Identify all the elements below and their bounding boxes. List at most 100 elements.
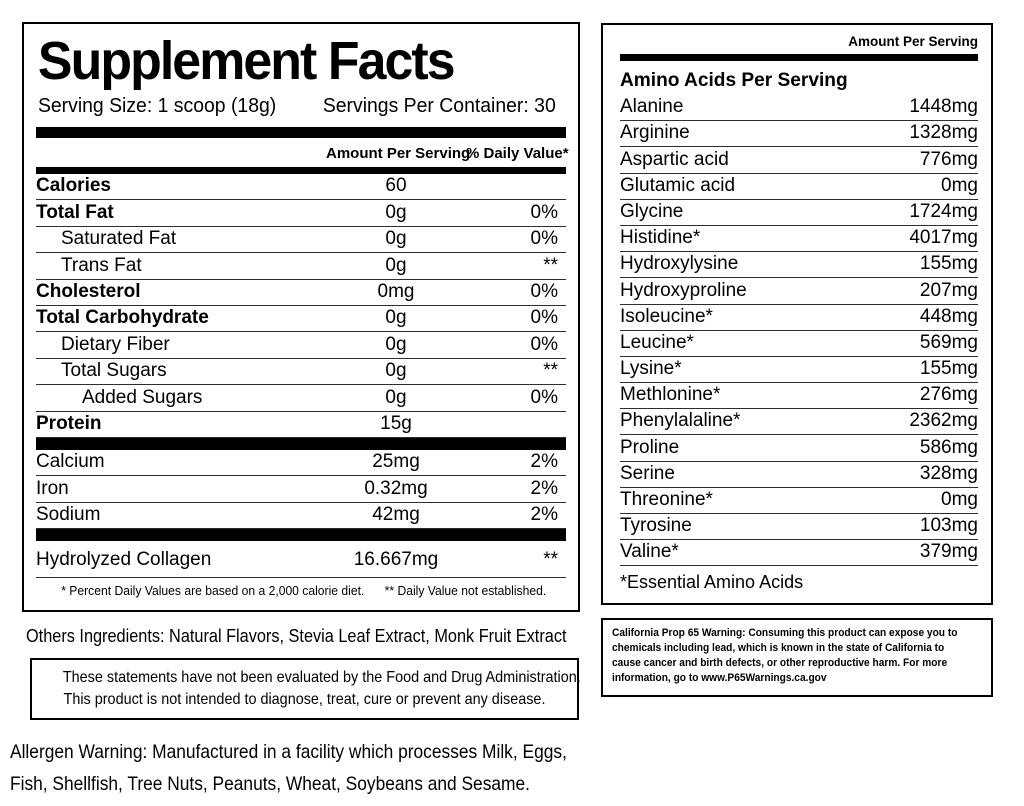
nutrient-name: Trans Fat [61,254,142,276]
nutrient-name: Saturated Fat [61,228,177,250]
table-row: Hydroxylysine 155mg [620,252,978,279]
collagen-row-group: Hydrolyzed Collagen 16.667mg ** [36,541,566,579]
amino-acid-amount: 1724mg [909,200,978,222]
table-row: Calcium 25mg 2% [36,450,566,477]
table-row: Sodium 42mg 2% [36,503,566,530]
amino-acid-name: Lysine* [620,358,682,380]
table-row: Aspartic acid 776mg [620,147,978,174]
nutrient-amount: 0g [385,228,407,250]
amino-acid-amount: 569mg [919,331,978,353]
fda-disclaimer-line2: This product is not intended to diagnose… [63,690,546,708]
amino-acid-name: Methlonine* [620,384,721,406]
table-row: Phenylalaline* 2362mg [620,409,978,436]
table-row: Alanine 1448mg [620,95,978,122]
nutrient-daily-value: 0% [530,333,558,355]
table-row: Trans Fat 0g ** [36,253,566,280]
amount-per-serving-header: Amount Per Serving [326,145,471,163]
prop65-warning-box: California Prop 65 Warning: Consuming th… [601,618,993,697]
left-column: Supplement Facts Serving Size: 1 scoop (… [10,22,581,800]
mineral-amount: 42mg [372,504,420,526]
table-row: Total Fat 0g 0% [36,200,566,227]
allergen-warning-line2: Fish, Shellfish, Tree Nuts, Peanuts, Whe… [10,772,530,795]
nutrient-amount: 60 [385,175,407,197]
nutrient-amount: 0g [385,386,407,408]
ingredient-name: Hydrolyzed Collagen [36,549,212,571]
other-ingredients-text: Others Ingredients: Natural Flavors, Ste… [26,626,567,647]
mineral-rows: Calcium 25mg 2% Iron 0.32mg 2% Sodium 42… [36,450,566,530]
amount-per-serving-header: Amount Per Serving [848,34,978,49]
nutrient-name: Added Sugars [82,386,203,408]
supplement-facts-panel: Supplement Facts Serving Size: 1 scoop (… [22,22,580,613]
amino-acid-name: Leucine* [620,331,694,353]
fda-disclaimer-box: These statements have not been evaluated… [30,658,581,721]
amino-acid-name: Proline [620,436,680,458]
table-row: Methlonine* 276mg [620,383,978,410]
table-row: Total Carbohydrate 0g 0% [36,306,566,333]
amino-acid-amount: 207mg [919,279,978,301]
table-row: Tyrosine 103mg [620,514,978,541]
amino-acid-name: Phenylalaline* [620,410,741,432]
thick-divider-bar [36,127,566,139]
nutrient-daily-value: ** [543,360,558,382]
supplement-facts-title: Supplement Facts [37,31,456,91]
nutrient-amount: 0g [385,254,407,276]
nutrient-daily-value: 0% [530,307,558,329]
amino-acid-rows: Alanine 1448mg Arginine 1328mg Aspartic … [620,95,978,567]
servings-per-container: Servings Per Container: 30 [322,95,556,118]
right-column: Amount Per Serving Amino Acids Per Servi… [601,23,993,697]
allergen-warning-line1: Allergen Warning: Manufactured in a faci… [10,741,567,764]
thin-divider-bar [36,167,566,175]
amino-acid-name: Isoleucine* [620,305,713,327]
amino-acid-name: Aspartic acid [620,148,729,170]
table-row: Arginine 1328mg [620,121,978,148]
amino-acid-name: Tyrosine [620,515,692,537]
table-row: Iron 0.32mg 2% [36,476,566,503]
nutrient-daily-value: 0% [530,281,558,303]
amino-acid-name: Glycine [620,200,684,222]
mineral-name: Sodium [36,504,101,526]
table-row: Cholesterol 0mg 0% [36,280,566,307]
amino-acid-amount: 0mg [941,174,978,196]
amino-acid-amount: 103mg [919,515,978,537]
amino-acid-amount: 155mg [919,358,978,380]
amino-acid-amount: 1328mg [909,122,978,144]
nutrition-rows: Calories 60 Total Fat 0g 0% Saturated Fa… [36,174,566,438]
nutrient-daily-value: ** [543,254,558,276]
mineral-name: Calcium [36,451,105,473]
amino-acids-panel: Amount Per Serving Amino Acids Per Servi… [601,23,993,606]
nutrient-amount: 0g [385,201,407,223]
table-row: Isoleucine* 448mg [620,305,978,331]
thick-divider-bar [620,54,978,61]
amino-acid-amount: 586mg [919,436,978,458]
table-row: Hydrolyzed Collagen 16.667mg ** [36,541,566,579]
amino-acid-name: Hydroxylysine [620,253,739,275]
column-header-row: Amount Per Serving % Daily Value* [36,138,569,167]
not-established-footnote: ** Daily Value not established. [384,584,547,599]
mineral-daily-value: 2% [530,504,558,526]
serving-info-row: Serving Size: 1 scoop (18g) Servings Per… [36,93,556,127]
table-row: Glycine 1724mg [620,200,978,226]
amino-acid-amount: 776mg [919,148,978,170]
allergen-warning-text: Allergen Warning: Manufactured in a faci… [10,737,580,799]
fda-disclaimer-line1: These statements have not been evaluated… [62,669,581,687]
amino-acid-amount: 0mg [941,489,978,510]
nutrient-amount: 15g [380,412,412,434]
thick-divider-bar [36,437,566,450]
table-row: Hydroxyproline 207mg [620,278,978,305]
table-row: Added Sugars 0g 0% [36,385,566,412]
nutrient-name: Total Carbohydrate [36,307,209,329]
amino-acid-name: Hydroxyproline [620,279,747,301]
amino-acid-name: Valine* [620,541,679,563]
mineral-amount: 0.32mg [364,477,428,499]
table-row: Leucine* 569mg [620,331,978,357]
mineral-daily-value: 2% [530,451,558,473]
nutrient-name: Total Sugars [61,360,167,382]
amino-acid-amount: 379mg [919,541,978,563]
table-row: Serine 328mg [620,462,978,488]
nutrient-name: Protein [36,412,102,434]
essential-amino-acids-note: *Essential Amino Acids [620,572,804,593]
nutrient-amount: 0g [385,360,407,382]
table-row: Proline 586mg [620,435,978,462]
amino-acid-amount: 1448mg [909,96,978,118]
